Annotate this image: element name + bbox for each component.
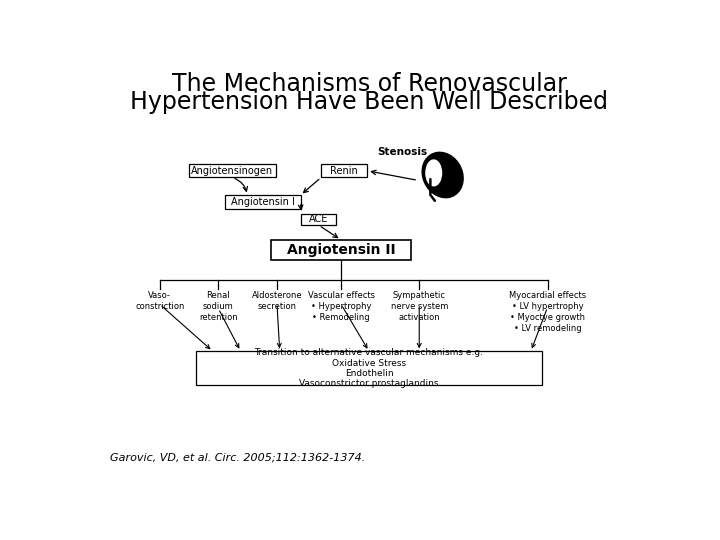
Text: Hypertension Have Been Well Described: Hypertension Have Been Well Described: [130, 90, 608, 114]
FancyBboxPatch shape: [196, 352, 542, 386]
Text: Angiotensin II: Angiotensin II: [287, 243, 395, 257]
FancyBboxPatch shape: [271, 240, 411, 260]
Ellipse shape: [426, 160, 441, 186]
FancyBboxPatch shape: [189, 164, 276, 178]
Text: Sympathetic
nerve system
activation: Sympathetic nerve system activation: [390, 291, 448, 322]
Text: Vascular effects
• Hypertrophy
• Remodeling: Vascular effects • Hypertrophy • Remodel…: [307, 291, 374, 322]
Text: Aldosterone
secretion: Aldosterone secretion: [251, 291, 302, 310]
FancyBboxPatch shape: [321, 164, 366, 178]
Text: Angiotensin I: Angiotensin I: [231, 197, 295, 207]
FancyBboxPatch shape: [225, 195, 301, 208]
FancyBboxPatch shape: [302, 214, 336, 225]
Text: Angiotensinogen: Angiotensinogen: [192, 166, 274, 176]
Text: Transition to alternative vascular mechanisms e.g.
Oxidative Stress
Endothelin
V: Transition to alternative vascular mecha…: [254, 348, 484, 388]
Text: Renal
sodium
retention: Renal sodium retention: [199, 291, 238, 322]
Text: ACE: ACE: [309, 214, 328, 225]
Ellipse shape: [422, 152, 463, 198]
Text: Vaso-
constriction: Vaso- constriction: [135, 291, 184, 310]
Text: Renin: Renin: [330, 166, 358, 176]
Text: Myocardial effects
• LV hypertrophy
• Myoctye growth
• LV remodeling: Myocardial effects • LV hypertrophy • My…: [509, 291, 586, 333]
Text: Stenosis: Stenosis: [377, 147, 428, 157]
Text: The Mechanisms of Renovascular: The Mechanisms of Renovascular: [171, 71, 567, 96]
Text: Garovic, VD, et al. Circ. 2005;112:1362-1374.: Garovic, VD, et al. Circ. 2005;112:1362-…: [109, 453, 365, 463]
